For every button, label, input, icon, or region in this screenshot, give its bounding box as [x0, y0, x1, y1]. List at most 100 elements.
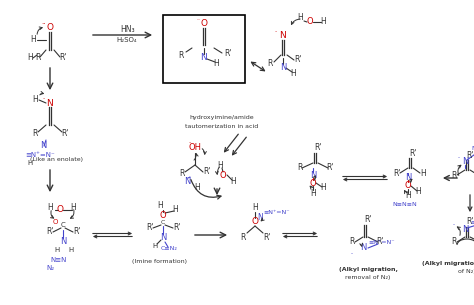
Text: R': R'	[203, 167, 211, 177]
Text: O: O	[310, 178, 316, 188]
Text: H: H	[297, 13, 303, 23]
Text: N: N	[405, 174, 411, 182]
Text: O: O	[219, 170, 226, 180]
Text: H: H	[252, 203, 258, 213]
Text: (Alkyl migration,: (Alkyl migration,	[338, 267, 397, 272]
Text: R: R	[179, 168, 185, 178]
Text: ··: ··	[196, 17, 200, 23]
Text: N≡N: N≡N	[51, 257, 67, 263]
Text: R: R	[240, 232, 246, 242]
Text: R': R'	[224, 48, 232, 58]
Text: ··: ··	[350, 252, 354, 257]
Text: ≡N⁺=N⁻: ≡N⁺=N⁻	[264, 210, 290, 216]
Text: R': R'	[314, 143, 322, 152]
Text: R: R	[267, 59, 273, 67]
Text: H: H	[68, 247, 73, 253]
Text: O: O	[46, 23, 54, 33]
Text: H: H	[217, 160, 223, 170]
Text: H₂SO₄: H₂SO₄	[117, 37, 137, 43]
Text: R': R'	[73, 228, 81, 236]
Text: H: H	[27, 53, 33, 63]
Text: N: N	[462, 225, 468, 235]
Text: R': R'	[376, 238, 384, 246]
Text: N: N	[462, 157, 468, 167]
Text: R': R'	[173, 224, 181, 232]
Text: H: H	[47, 203, 53, 211]
Text: H: H	[320, 17, 326, 27]
Text: O: O	[405, 181, 411, 189]
Text: H: H	[290, 69, 296, 77]
Text: ··: ··	[274, 30, 278, 34]
Text: R': R'	[59, 53, 67, 63]
Text: O: O	[160, 210, 166, 220]
Text: N: N	[184, 178, 190, 186]
Text: R: R	[32, 128, 38, 138]
Text: N: N	[257, 214, 263, 223]
Text: R: R	[451, 170, 456, 180]
Text: R: R	[451, 238, 456, 246]
Text: N: N	[60, 238, 66, 246]
Text: H: H	[152, 243, 158, 249]
Text: ≡N⁺=N⁻: ≡N⁺=N⁻	[471, 220, 474, 224]
Text: H: H	[55, 247, 60, 253]
Text: N: N	[160, 234, 166, 242]
Text: ··: ··	[188, 141, 192, 145]
Text: ··: ··	[42, 96, 46, 102]
Text: R': R'	[294, 56, 302, 64]
Text: ··: ··	[453, 223, 456, 228]
Text: N≡N≡N: N≡N≡N	[392, 203, 418, 207]
Text: O: O	[307, 17, 313, 27]
Text: R': R'	[61, 128, 69, 138]
Text: H: H	[157, 200, 163, 210]
Text: N: N	[280, 30, 286, 40]
Text: C: C	[161, 220, 165, 224]
Text: R': R'	[409, 149, 417, 157]
Text: H: H	[27, 160, 33, 166]
Text: C: C	[61, 222, 65, 228]
Text: ··: ··	[49, 216, 53, 221]
Text: HN₃: HN₃	[121, 26, 135, 34]
Text: (Like an enolate): (Like an enolate)	[30, 157, 83, 163]
Text: N: N	[280, 63, 286, 73]
Text: H: H	[213, 59, 219, 67]
Text: N: N	[201, 53, 207, 63]
Text: N: N	[310, 170, 316, 180]
Text: O: O	[201, 20, 208, 28]
Text: H: H	[30, 35, 36, 45]
Text: H: H	[172, 206, 178, 214]
Text: (Imine formation): (Imine formation)	[133, 260, 188, 264]
Text: N: N	[46, 99, 54, 107]
Text: H: H	[230, 177, 236, 185]
Text: N₂: N₂	[46, 265, 54, 271]
Text: H: H	[420, 168, 426, 178]
Text: N: N	[40, 141, 46, 149]
Text: ··: ··	[457, 156, 461, 160]
Text: N: N	[360, 243, 366, 253]
Text: OH: OH	[189, 142, 201, 152]
Text: R': R'	[393, 168, 401, 178]
Text: ≡N⁺=N⁻: ≡N⁺=N⁻	[369, 241, 395, 246]
Text: of N₂): of N₂)	[458, 268, 474, 274]
Text: removal of N₂): removal of N₂)	[346, 275, 391, 281]
Text: ··: ··	[42, 21, 46, 27]
Text: R': R'	[466, 150, 474, 160]
Text: R: R	[35, 53, 41, 63]
Text: H: H	[415, 188, 421, 196]
Text: R': R'	[466, 217, 474, 227]
Text: tautomerization in acid: tautomerization in acid	[185, 124, 259, 130]
Text: H: H	[320, 184, 326, 192]
Text: R': R'	[263, 232, 271, 242]
Text: R': R'	[146, 224, 154, 232]
Bar	[163, 15, 245, 83]
Text: ··: ··	[407, 174, 410, 178]
Text: C≡N₂: C≡N₂	[161, 246, 177, 250]
Text: ≡N⁺=N⁻: ≡N⁺=N⁻	[25, 152, 55, 158]
Text: R': R'	[326, 163, 334, 173]
Text: H: H	[194, 184, 200, 192]
Text: O: O	[252, 217, 258, 227]
Text: R': R'	[364, 216, 372, 224]
Text: H: H	[310, 188, 316, 198]
Text: R: R	[349, 238, 355, 246]
Text: O: O	[56, 206, 64, 214]
Text: R: R	[178, 52, 184, 60]
